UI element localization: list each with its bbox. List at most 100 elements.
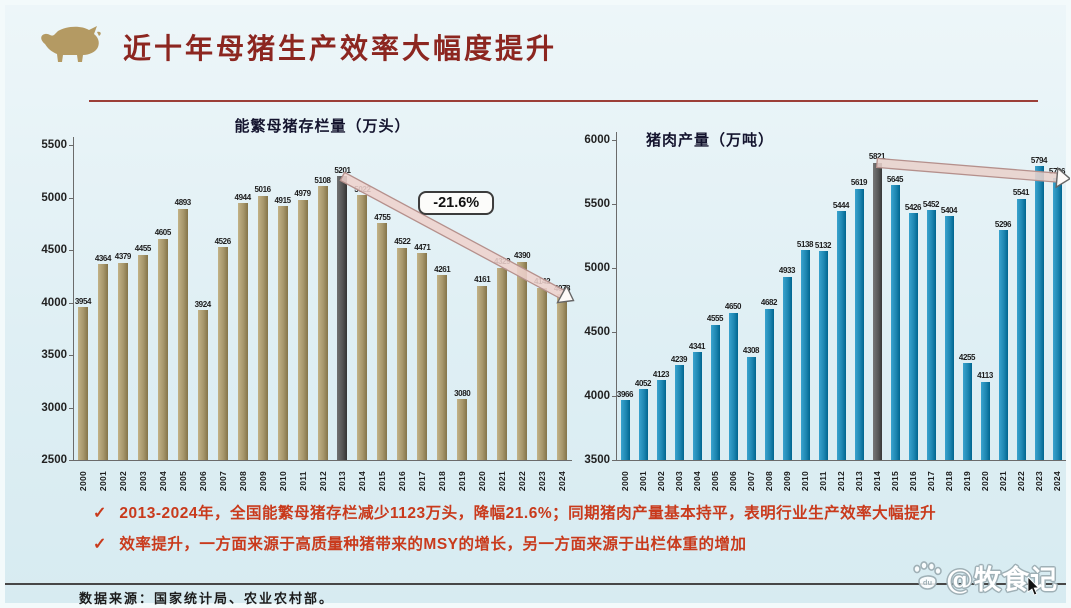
y-tick-label: 2500 bbox=[41, 454, 67, 466]
bar-value-label: 4379 bbox=[114, 252, 132, 262]
bar bbox=[674, 365, 684, 460]
bar-value-label: 4052 bbox=[634, 378, 652, 388]
x-axis-label: 2021 bbox=[998, 470, 1008, 492]
x-axis-label: 2001 bbox=[97, 470, 108, 492]
svg-text:du: du bbox=[923, 578, 933, 587]
bar-value-label: 4161 bbox=[474, 275, 491, 285]
y-tick-label: 3500 bbox=[41, 349, 67, 361]
bar bbox=[557, 294, 568, 460]
x-axis-label: 2003 bbox=[674, 470, 684, 492]
x-axis-label: 2018 bbox=[944, 470, 954, 492]
x-axis-label: 2009 bbox=[257, 470, 268, 492]
bar-value-label: 5619 bbox=[850, 178, 868, 188]
bar bbox=[962, 363, 972, 460]
bar-value-label: 4933 bbox=[778, 266, 796, 276]
bar bbox=[197, 310, 208, 460]
x-axis-label: 2014 bbox=[357, 470, 368, 492]
bar-value-label: 5132 bbox=[814, 240, 832, 250]
x-axis-label: 2001 bbox=[638, 470, 648, 492]
bar-value-label: 4555 bbox=[706, 314, 724, 324]
bar bbox=[638, 389, 648, 460]
x-axis bbox=[616, 460, 1066, 461]
bar-value-label: 5645 bbox=[886, 174, 904, 184]
bar bbox=[377, 223, 388, 460]
bar-value-label: 4526 bbox=[214, 236, 232, 246]
x-axis-label: 2022 bbox=[517, 470, 528, 492]
x-axis-label: 2002 bbox=[117, 470, 128, 492]
y-tick bbox=[69, 407, 73, 409]
footer-divider bbox=[5, 583, 1066, 585]
bar-value-label: 3924 bbox=[194, 299, 212, 309]
bullet-item: ✓ 2013-2024年，全国能繁母猪存栏减少1123万头，降幅21.6%；同期… bbox=[93, 504, 1043, 524]
bar-value-label: 4364 bbox=[94, 253, 112, 263]
bar bbox=[117, 262, 128, 460]
bar-value-label: 5296 bbox=[994, 219, 1012, 229]
bar bbox=[800, 250, 810, 460]
bar bbox=[137, 254, 148, 460]
x-axis-label: 2007 bbox=[217, 470, 228, 492]
bar bbox=[177, 208, 188, 460]
bar-value-label: 4390 bbox=[513, 251, 531, 261]
bar bbox=[746, 356, 756, 460]
y-tick bbox=[612, 140, 616, 141]
bar-value-label: 4123 bbox=[652, 369, 670, 379]
bar bbox=[97, 264, 108, 460]
bar bbox=[764, 308, 774, 460]
paw-du-icon: du bbox=[909, 559, 945, 596]
bar bbox=[1016, 198, 1026, 460]
bar bbox=[357, 195, 368, 460]
x-axis-label: 2019 bbox=[457, 470, 468, 492]
bar-value-label: 4979 bbox=[294, 189, 311, 199]
bullet-item: ✓ 效率提升，一方面来源于高质量种猪带来的MSY的增长，另一方面来源于出栏体重的… bbox=[93, 535, 1043, 555]
x-axis bbox=[73, 460, 572, 461]
x-axis-label: 2023 bbox=[537, 470, 548, 492]
bar bbox=[517, 261, 528, 460]
bar bbox=[854, 188, 864, 460]
x-axis-label: 2020 bbox=[477, 470, 488, 492]
y-tick-label: 4000 bbox=[584, 390, 610, 402]
y-tick-label: 5000 bbox=[584, 262, 610, 274]
watermark: du @牧食记 bbox=[909, 558, 1058, 597]
x-axis-label: 2009 bbox=[782, 470, 792, 492]
y-tick-label: 5500 bbox=[41, 139, 67, 151]
y-tick bbox=[69, 460, 73, 461]
bar-value-label: 5541 bbox=[1012, 188, 1030, 198]
bar-value-label: 5108 bbox=[314, 175, 331, 185]
x-axis-label: 2010 bbox=[277, 470, 288, 492]
bar-value-label: 5821 bbox=[868, 152, 886, 162]
bar bbox=[497, 267, 508, 460]
bar bbox=[237, 203, 248, 460]
x-axis-label: 2017 bbox=[417, 470, 428, 492]
bar-value-label: 4455 bbox=[134, 244, 152, 254]
bar-value-label: 4605 bbox=[154, 228, 172, 238]
y-tick bbox=[69, 250, 73, 251]
x-axis-label: 2016 bbox=[908, 470, 918, 492]
x-axis-label: 2020 bbox=[980, 470, 990, 492]
bar bbox=[437, 275, 448, 460]
bar bbox=[1034, 166, 1044, 460]
bar bbox=[337, 176, 348, 460]
bar-value-label: 4893 bbox=[174, 198, 192, 208]
page-title: 近十年母猪生产效率大幅度提升 bbox=[123, 32, 558, 65]
x-axis-label: 2010 bbox=[800, 470, 810, 492]
y-tick bbox=[69, 145, 73, 146]
bar-value-label: 5706 bbox=[1048, 167, 1066, 177]
bar-value-label: 4471 bbox=[414, 242, 431, 252]
y-tick bbox=[612, 332, 616, 333]
bar-value-label: 4341 bbox=[688, 341, 706, 351]
bar-value-label: 5444 bbox=[832, 200, 850, 210]
x-axis-label: 2022 bbox=[1016, 470, 1026, 492]
bar bbox=[890, 185, 900, 460]
bar bbox=[908, 213, 918, 460]
bar bbox=[656, 380, 666, 460]
data-source: 数据来源：国家统计局、农业农村部。 bbox=[79, 592, 335, 607]
bar-value-label: 5794 bbox=[1030, 155, 1048, 165]
bar bbox=[297, 199, 308, 460]
bar bbox=[692, 352, 702, 460]
bar bbox=[1052, 177, 1062, 460]
y-tick-label: 6000 bbox=[584, 134, 610, 146]
bar bbox=[728, 312, 738, 460]
bullet-text: 效率提升，一方面来源于高质量种猪带来的MSY的增长，另一方面来源于出栏体重的增加 bbox=[119, 536, 747, 553]
x-axis-label: 2013 bbox=[337, 470, 348, 492]
